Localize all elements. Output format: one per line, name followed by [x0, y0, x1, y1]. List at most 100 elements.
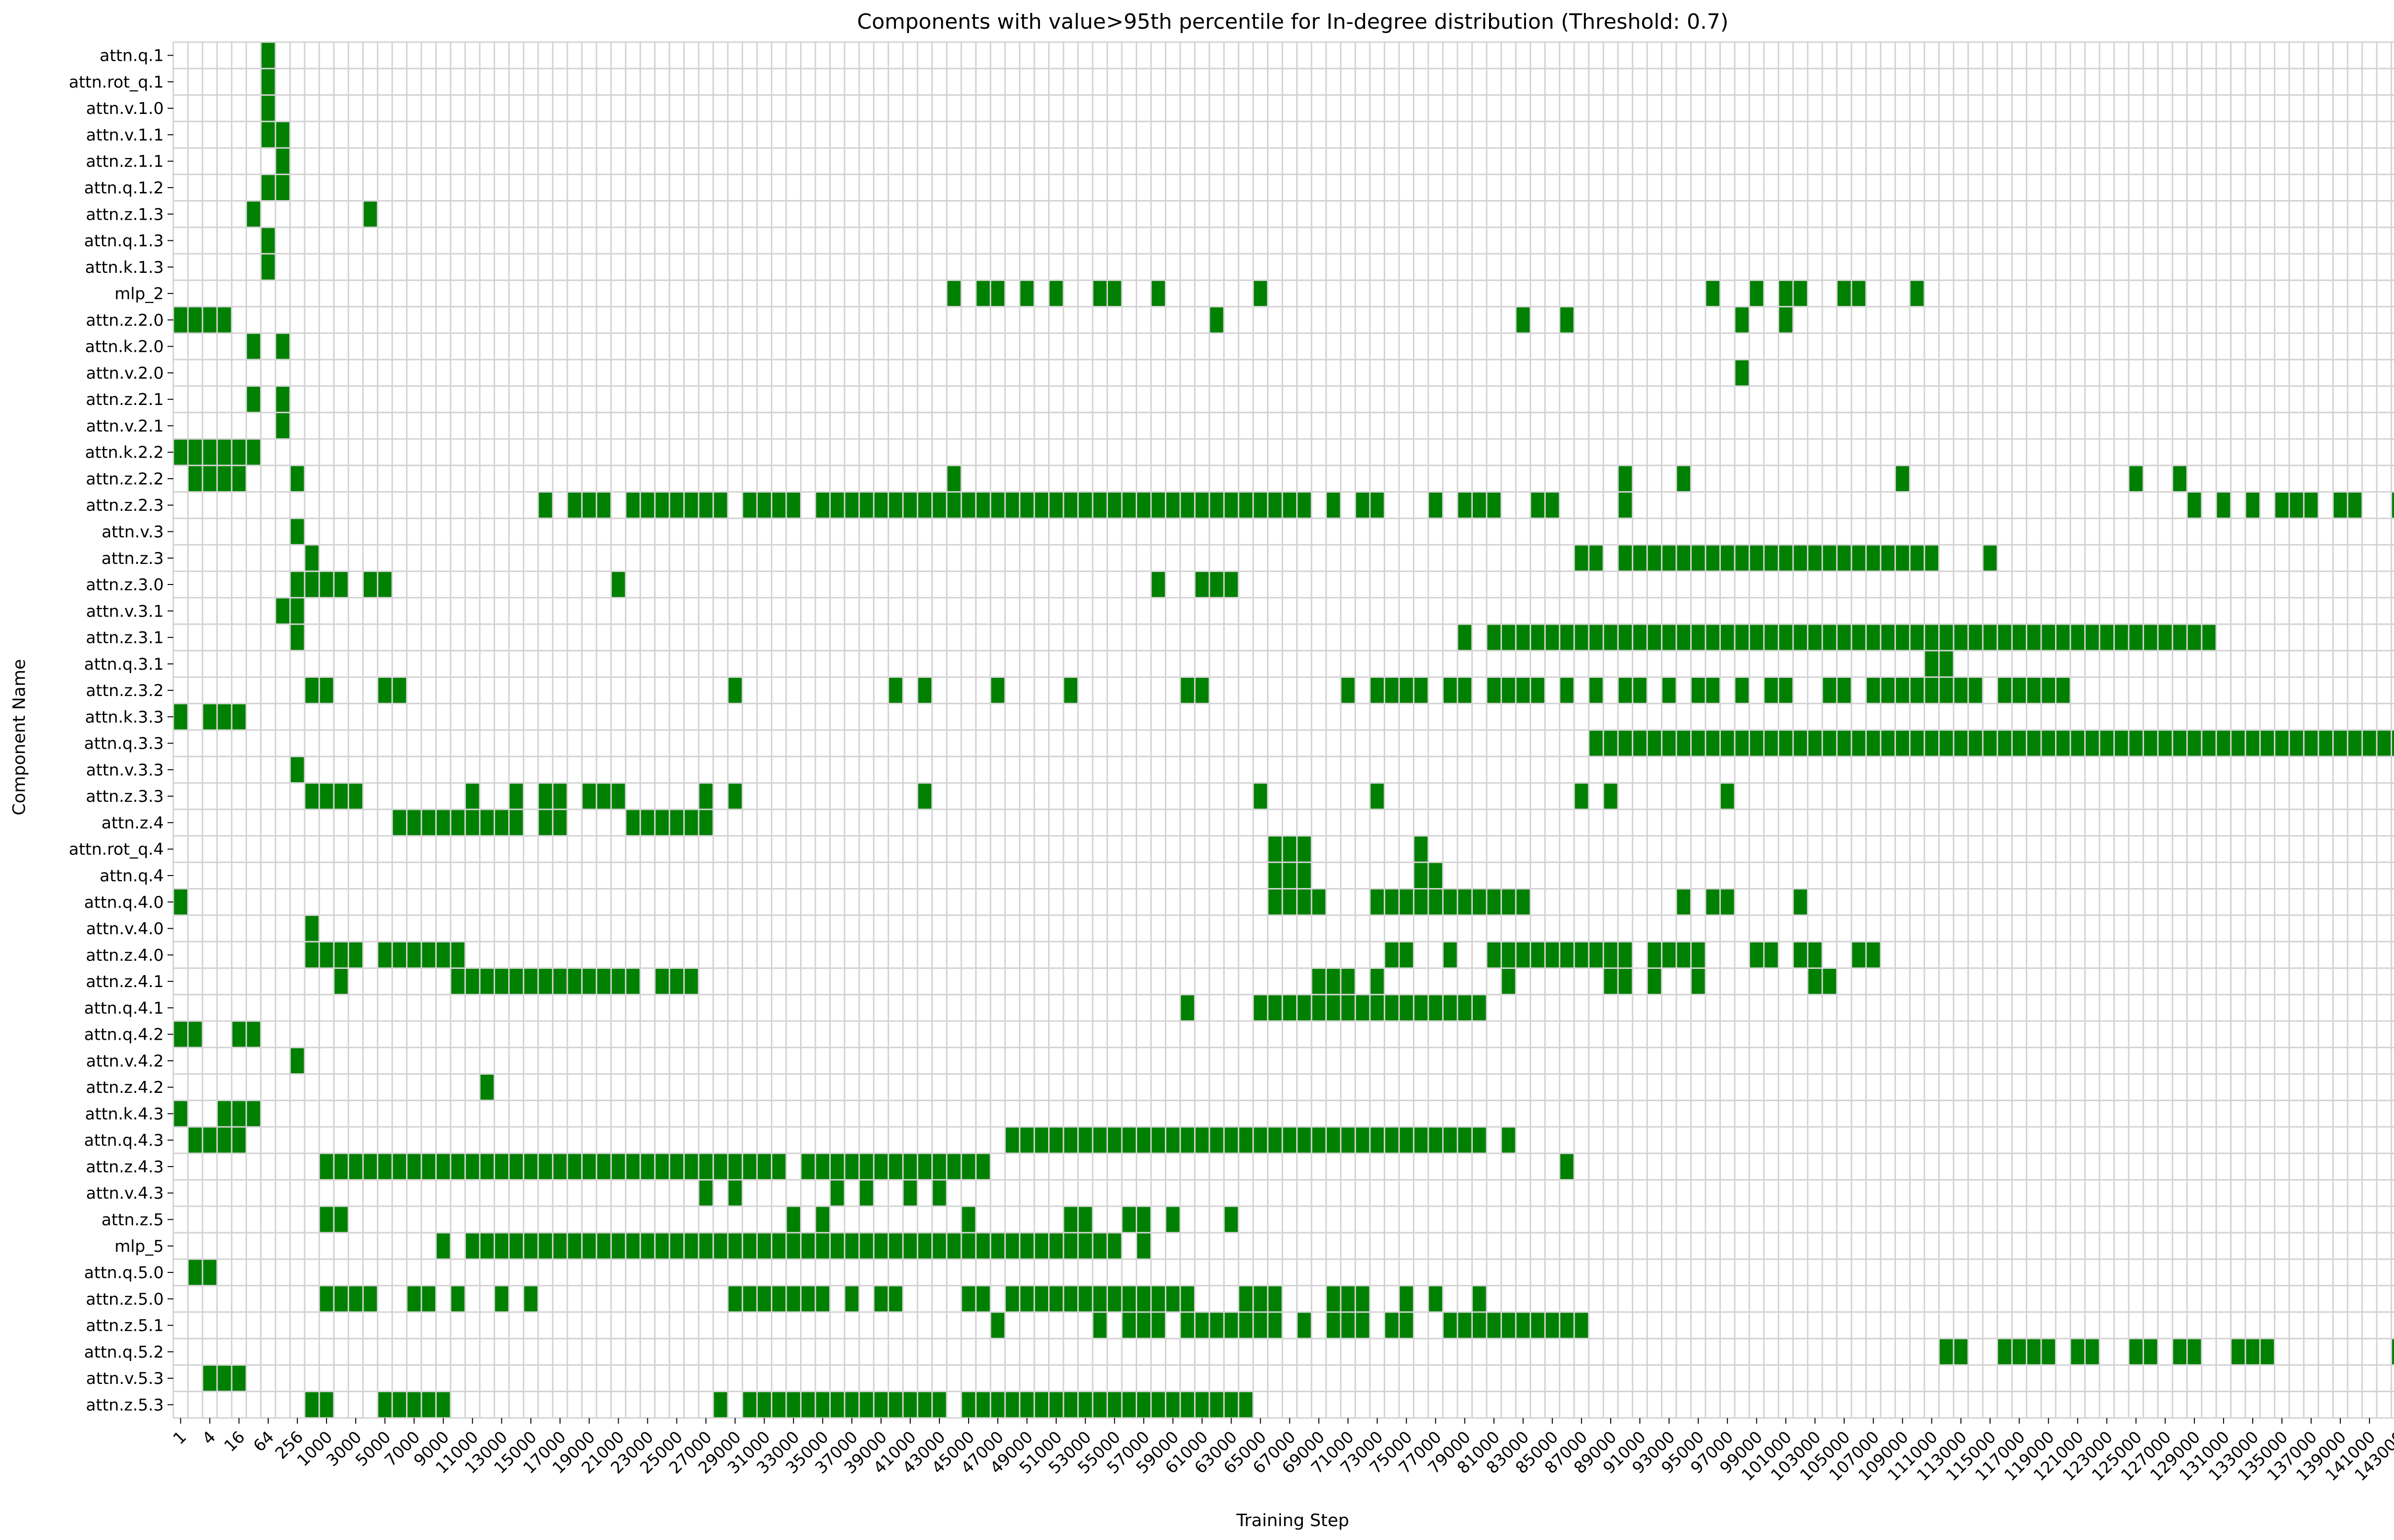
heatmap-cell — [2040, 385, 2057, 414]
heatmap-cell — [1340, 279, 1356, 308]
heatmap-cell — [2011, 544, 2028, 572]
heatmap-cell — [464, 570, 481, 599]
heatmap-cell — [1792, 676, 1808, 705]
heatmap-cell — [1967, 703, 1984, 731]
heatmap-cell — [1398, 861, 1415, 890]
heatmap-cell — [873, 782, 889, 810]
heatmap-cell — [1909, 173, 1925, 202]
heatmap-cell — [1179, 147, 1196, 175]
heatmap-cell — [1719, 67, 1736, 96]
heatmap-cell — [1369, 544, 1386, 572]
heatmap-cell — [683, 464, 700, 493]
heatmap-cell — [362, 67, 379, 96]
heatmap-cell — [1821, 464, 1838, 493]
heatmap-cell — [1238, 226, 1254, 255]
heatmap-cell — [756, 67, 773, 96]
heatmap-cell — [1967, 782, 1984, 810]
heatmap-cell-active — [202, 306, 218, 334]
heatmap-cell — [1938, 517, 1954, 546]
heatmap-cell — [1734, 570, 1750, 599]
heatmap-cell — [2303, 94, 2319, 123]
heatmap-cell — [1690, 438, 1706, 466]
heatmap-cell — [1048, 464, 1064, 493]
heatmap-cell — [479, 279, 495, 308]
heatmap-cell — [1398, 412, 1415, 440]
heatmap-cell — [1632, 94, 1648, 123]
heatmap-cell — [698, 464, 714, 493]
heatmap-cell — [1923, 835, 1940, 863]
heatmap-cell — [1836, 438, 1852, 466]
heatmap-cell — [2347, 464, 2363, 493]
heatmap-cell — [902, 306, 918, 334]
heatmap-cell — [2040, 650, 2057, 678]
heatmap-cell — [1675, 121, 1692, 149]
heatmap-cell — [1164, 517, 1181, 546]
heatmap-cell — [1836, 200, 1852, 228]
heatmap-cell — [1558, 359, 1575, 387]
heatmap-cell — [202, 782, 218, 810]
heatmap-cell — [1865, 438, 1882, 466]
heatmap-cell — [1894, 121, 1911, 149]
heatmap-cell — [1208, 597, 1225, 625]
heatmap-cell — [2259, 359, 2276, 387]
heatmap-cell — [1851, 676, 1867, 705]
heatmap-cell — [2055, 570, 2071, 599]
heatmap-cell — [858, 359, 875, 387]
heatmap-cell — [946, 173, 962, 202]
heatmap-cell — [1310, 438, 1327, 466]
heatmap-cell — [202, 173, 218, 202]
heatmap-cell — [2245, 782, 2261, 810]
heatmap-cell-active — [1296, 861, 1312, 890]
heatmap-cell — [1457, 438, 1473, 466]
heatmap-cell — [668, 888, 685, 916]
heatmap-cell — [1982, 226, 1999, 255]
heatmap-cell — [1135, 755, 1152, 784]
heatmap-row-attn.z.2.3 — [172, 491, 2394, 519]
heatmap-cell — [1705, 147, 1721, 175]
heatmap-cell — [844, 544, 860, 572]
heatmap-cell — [654, 544, 670, 572]
heatmap-cell-active — [1982, 544, 1999, 572]
heatmap-cell — [1355, 782, 1371, 810]
heatmap-cell — [2361, 173, 2378, 202]
heatmap-cell — [814, 835, 831, 863]
heatmap-cell — [1077, 279, 1094, 308]
heatmap-cell — [698, 729, 714, 757]
heatmap-cell — [435, 147, 452, 175]
heatmap-cell — [829, 888, 846, 916]
heatmap-cell — [1471, 121, 1488, 149]
heatmap-cell — [1675, 438, 1692, 466]
heatmap-cell-active — [1777, 729, 1794, 757]
heatmap-cell — [406, 464, 422, 493]
heatmap-cell — [1325, 359, 1342, 387]
heatmap-cell — [625, 226, 641, 255]
heatmap-cell — [1705, 861, 1721, 890]
heatmap-cell — [1398, 332, 1415, 360]
heatmap-cell — [435, 703, 452, 731]
heatmap-cell — [479, 835, 495, 863]
heatmap-cell — [1369, 729, 1386, 757]
heatmap-cell — [2201, 359, 2217, 387]
heatmap-cell — [1252, 650, 1269, 678]
heatmap-cell — [1150, 703, 1166, 731]
heatmap-cell — [1398, 782, 1415, 810]
heatmap-cell — [1048, 359, 1064, 387]
heatmap-cell — [1836, 703, 1852, 731]
heatmap-cell — [1792, 147, 1808, 175]
heatmap-cell — [1194, 755, 1210, 784]
heatmap-cell — [2055, 782, 2071, 810]
heatmap-cell — [2215, 226, 2232, 255]
heatmap-cell-active — [2201, 729, 2217, 757]
heatmap-cell — [771, 755, 787, 784]
heatmap-cell — [916, 544, 933, 572]
heatmap-cell — [2376, 570, 2393, 599]
heatmap-cell-active — [552, 782, 568, 810]
heatmap-cell — [1135, 94, 1152, 123]
heatmap-cell — [231, 332, 247, 360]
heatmap-cell — [2128, 597, 2144, 625]
heatmap-cell — [1252, 173, 1269, 202]
heatmap-cell — [479, 703, 495, 731]
heatmap-cell-active — [1529, 623, 1546, 652]
heatmap-cell — [873, 359, 889, 387]
heatmap-cell — [742, 226, 758, 255]
